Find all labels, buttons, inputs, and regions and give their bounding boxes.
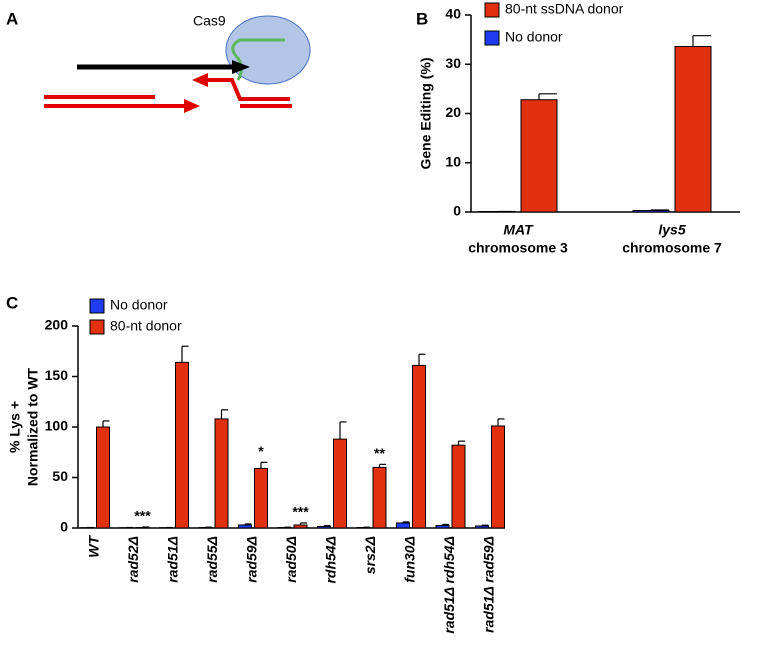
legend-label: 80-nt ssDNA donor bbox=[505, 1, 624, 17]
y-tick-label: 10 bbox=[445, 153, 461, 169]
bar bbox=[333, 438, 347, 529]
y-tick-label: 150 bbox=[45, 367, 69, 383]
x-tick-label: rad50Δ bbox=[283, 536, 299, 583]
bar bbox=[674, 46, 712, 213]
significance: *** bbox=[134, 508, 151, 524]
y-tick-label: 20 bbox=[445, 104, 461, 120]
bar bbox=[293, 524, 308, 529]
significance: *** bbox=[292, 504, 309, 520]
panel-label: A bbox=[6, 9, 18, 28]
significance: ** bbox=[374, 445, 385, 461]
guide-rna bbox=[231, 38, 285, 81]
y-tick-label: 100 bbox=[45, 418, 69, 434]
red-strand bbox=[205, 78, 290, 101]
y-tick-label: 50 bbox=[52, 468, 68, 484]
panel-label: C bbox=[6, 293, 18, 312]
bar bbox=[277, 526, 292, 529]
diagram: Cas9 bbox=[44, 13, 311, 113]
x-tick-label: rad59Δ bbox=[244, 536, 260, 583]
y-axis-label: % Lys + bbox=[7, 401, 23, 453]
bar bbox=[372, 466, 387, 529]
bar bbox=[254, 467, 268, 529]
bar bbox=[198, 526, 213, 529]
legend-label: 80-nt donor bbox=[110, 318, 182, 334]
y-axis-label: Normalized to WT bbox=[25, 367, 41, 486]
legend-swatch bbox=[484, 2, 500, 18]
x-tick-sublabel: chromosome 3 bbox=[468, 240, 568, 256]
bar bbox=[632, 210, 670, 213]
x-tick-label: lys5 bbox=[658, 222, 685, 238]
bar bbox=[520, 99, 558, 213]
x-tick-label: rdh54Δ bbox=[323, 536, 339, 584]
x-tick-label: rad52Δ bbox=[125, 536, 141, 583]
y-tick-label: 0 bbox=[453, 203, 461, 219]
legend-swatch bbox=[89, 298, 105, 314]
arrow-head bbox=[232, 60, 250, 74]
bar bbox=[356, 526, 371, 529]
bar bbox=[396, 522, 410, 529]
bar bbox=[135, 526, 150, 529]
x-tick-label: rad51Δ rad59Δ bbox=[481, 536, 497, 633]
panel-label: B bbox=[416, 9, 428, 28]
y-tick-label: 0 bbox=[60, 519, 68, 535]
legend-label: No donor bbox=[505, 29, 563, 45]
x-tick-label: MAT bbox=[503, 222, 534, 238]
cas9-shape bbox=[225, 15, 311, 85]
arrow-head bbox=[184, 99, 200, 113]
legend-swatch bbox=[89, 319, 105, 335]
x-tick-label: fun30Δ bbox=[402, 536, 418, 583]
y-tick-label: 40 bbox=[445, 6, 461, 22]
cas9-label: Cas9 bbox=[193, 13, 226, 29]
x-tick-label: rad51Δ bbox=[165, 536, 181, 583]
significance: * bbox=[258, 443, 264, 459]
bar bbox=[214, 418, 229, 529]
x-tick-label: rad55Δ bbox=[204, 536, 220, 583]
y-tick-label: 200 bbox=[45, 317, 69, 333]
bar bbox=[475, 525, 489, 529]
y-axis-label: Gene Editing (%) bbox=[418, 58, 434, 170]
legend-label: No donor bbox=[110, 297, 168, 313]
bar bbox=[451, 444, 466, 529]
arrow-head bbox=[192, 73, 208, 87]
bar bbox=[435, 524, 450, 529]
x-tick-label: WT bbox=[86, 535, 102, 558]
x-tick-label: srs2Δ bbox=[362, 536, 378, 574]
bar bbox=[317, 525, 331, 529]
bar bbox=[412, 364, 426, 529]
bar bbox=[491, 425, 505, 529]
bar bbox=[238, 524, 252, 529]
x-tick-label: rad51Δ rdh54Δ bbox=[441, 536, 457, 634]
x-tick-sublabel: chromosome 7 bbox=[622, 240, 722, 256]
bar bbox=[175, 361, 189, 529]
legend-swatch bbox=[484, 30, 500, 46]
bar bbox=[96, 426, 110, 529]
y-tick-label: 30 bbox=[445, 55, 461, 71]
